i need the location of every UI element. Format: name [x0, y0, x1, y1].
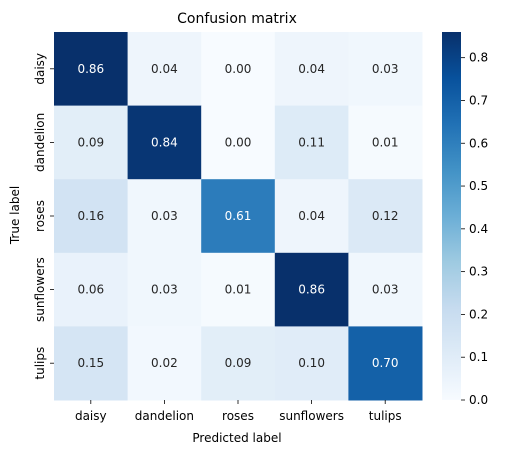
- cell-value-label: 0.70: [372, 356, 399, 370]
- heatmap-cell: [54, 105, 129, 180]
- heatmap-cell: [348, 326, 423, 401]
- heatmap-cell: [274, 105, 349, 180]
- cell-value-label: 0.09: [225, 356, 252, 370]
- cell-value-label: 0.03: [372, 283, 399, 297]
- cell-value-label: 0.86: [298, 283, 325, 297]
- x-tick-label: tulips: [369, 409, 402, 423]
- colorbar-tick-label: 0.1: [469, 350, 488, 364]
- cell-value-label: 0.61: [225, 209, 252, 223]
- heatmap-cell: [54, 179, 129, 254]
- heatmap-cell: [348, 32, 423, 107]
- cell-value-label: 0.86: [77, 62, 104, 76]
- heatmap-cell: [201, 179, 276, 254]
- colorbar-tick-label: 0.6: [469, 136, 488, 150]
- cell-value-label: 0.00: [225, 62, 252, 76]
- cell-value-label: 0.11: [298, 135, 325, 149]
- heatmap-cell: [274, 32, 349, 107]
- x-tick-label: daisy: [75, 409, 107, 423]
- heatmap-cell: [348, 252, 423, 327]
- heatmap-cell: [127, 32, 202, 107]
- cell-value-label: 0.03: [151, 209, 178, 223]
- colorbar-tick-label: 0.4: [469, 222, 488, 236]
- colorbar-tick-label: 0.2: [469, 307, 488, 321]
- y-axis-label: True label: [8, 186, 22, 245]
- y-tick-label: dandelion: [33, 113, 47, 172]
- colorbar-ticks: 0.0 0.1 0.2 0.3 0.4 0.5 0.6 0.7 0.8: [461, 51, 488, 407]
- cell-value-label: 0.00: [225, 135, 252, 149]
- heatmap-cell: [274, 179, 349, 254]
- cell-value-label: 0.02: [151, 356, 178, 370]
- colorbar-tick-label: 0.0: [469, 393, 488, 407]
- colorbar-tick-label: 0.8: [469, 51, 488, 65]
- cell-value-label: 0.04: [298, 209, 325, 223]
- heatmap-cell: [127, 105, 202, 180]
- cell-value-label: 0.15: [77, 356, 104, 370]
- y-tick-label: tulips: [33, 347, 47, 380]
- heatmap-cell: [54, 32, 129, 107]
- colorbar-tick-label: 0.5: [469, 179, 488, 193]
- heatmap-cell: [274, 252, 349, 327]
- cell-value-label: 0.06: [77, 283, 104, 297]
- heatmap-cell: [201, 105, 276, 180]
- y-axis-ticks: daisy dandelion roses sunflowers tulips: [33, 53, 54, 380]
- y-tick-label: daisy: [33, 53, 47, 85]
- heatmap-cell: [274, 326, 349, 401]
- cell-value-label: 0.04: [151, 62, 178, 76]
- x-axis-ticks: daisy dandelion roses sunflowers tulips: [75, 400, 402, 423]
- cell-value-label: 0.01: [225, 283, 252, 297]
- x-tick-label: sunflowers: [279, 409, 344, 423]
- heatmap-cell: [201, 326, 276, 401]
- y-tick-label: sunflowers: [33, 257, 47, 322]
- colorbar-tick-label: 0.3: [469, 265, 488, 279]
- cell-value-label: 0.04: [298, 62, 325, 76]
- x-tick-label: roses: [222, 409, 254, 423]
- heatmap-cell: [127, 179, 202, 254]
- cell-value-label: 0.16: [77, 209, 104, 223]
- heatmap-cell: [201, 252, 276, 327]
- x-axis-label: Predicted label: [192, 431, 281, 445]
- cell-value-label: 0.09: [77, 135, 104, 149]
- cell-value-label: 0.01: [372, 135, 399, 149]
- y-tick-label: roses: [33, 200, 47, 232]
- cell-value-label: 0.03: [372, 62, 399, 76]
- heatmap-cells: 0.86 0.04 0.00 0.04 0.03 0.09 0.84 0.00 0.11 0.01…: [54, 32, 423, 401]
- heatmap-cell: [54, 326, 129, 401]
- cell-value-label: 0.84: [151, 135, 178, 149]
- heatmap-cell: [201, 32, 276, 107]
- heatmap-cell: [127, 326, 202, 401]
- cell-value-label: 0.03: [151, 283, 178, 297]
- heatmap-cell: [54, 252, 129, 327]
- colorbar-tick-label: 0.7: [469, 93, 488, 107]
- heatmap-cell: [348, 105, 423, 180]
- cell-value-label: 0.12: [372, 209, 399, 223]
- x-tick-label: dandelion: [135, 409, 194, 423]
- heatmap-cell: [127, 252, 202, 327]
- heatmap-cell: [348, 179, 423, 254]
- cell-value-label: 0.10: [298, 356, 325, 370]
- colorbar: [442, 32, 461, 400]
- chart-title: Confusion matrix: [177, 11, 297, 27]
